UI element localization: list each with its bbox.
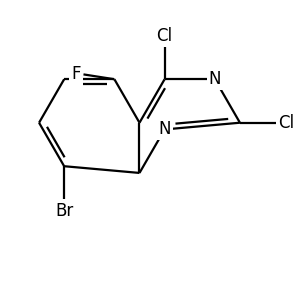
Text: F: F bbox=[71, 65, 81, 84]
Text: Cl: Cl bbox=[157, 27, 173, 45]
Text: Br: Br bbox=[55, 202, 73, 220]
Text: Cl: Cl bbox=[278, 114, 294, 132]
Text: N: N bbox=[158, 120, 171, 138]
Text: N: N bbox=[209, 70, 221, 88]
